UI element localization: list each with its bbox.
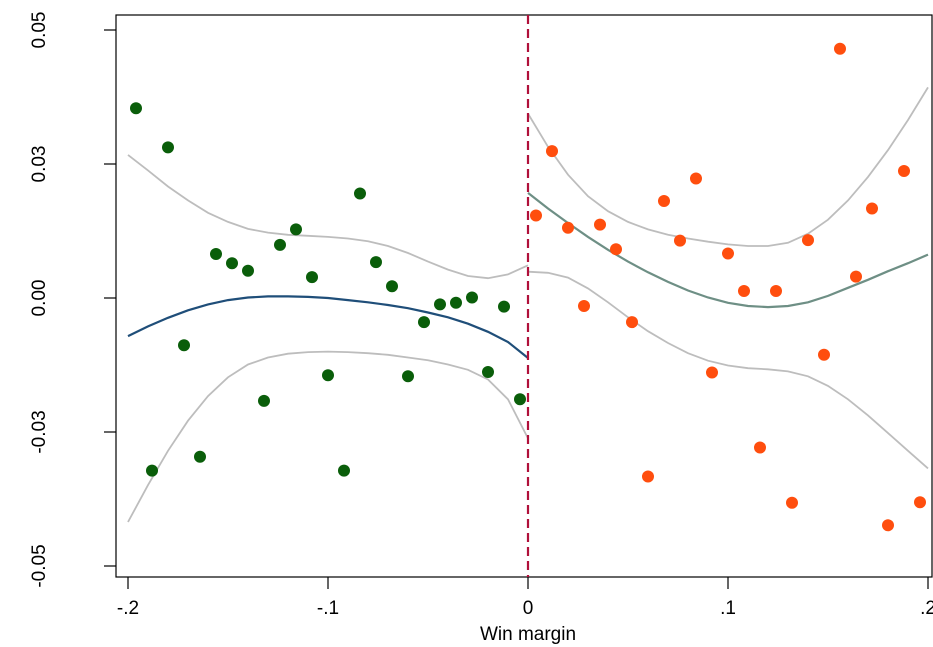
right-point bbox=[578, 300, 590, 312]
left-point bbox=[258, 394, 270, 407]
right-point bbox=[722, 247, 734, 260]
right-point bbox=[594, 218, 606, 231]
right-point bbox=[802, 234, 814, 247]
right-point bbox=[898, 165, 910, 177]
left-point bbox=[146, 464, 158, 477]
left-point bbox=[434, 298, 446, 311]
confidence-band-line bbox=[527, 270, 929, 470]
y-axis: -0.05 -0.03 0.00 0.03 0.05 bbox=[29, 12, 116, 588]
right-point bbox=[546, 145, 558, 158]
right-point bbox=[674, 234, 686, 247]
y-tick-label: 0.05 bbox=[29, 12, 50, 49]
right-point bbox=[530, 209, 542, 222]
x-axis: -.2 -.1 0 .1 .2 bbox=[117, 577, 933, 619]
right-point bbox=[866, 202, 878, 215]
left-point bbox=[178, 339, 190, 352]
y-tick-label: 0.00 bbox=[29, 280, 50, 317]
fit-line bbox=[127, 295, 529, 359]
left-point bbox=[514, 393, 526, 406]
y-tick-label: 0.03 bbox=[29, 146, 50, 183]
right-point bbox=[706, 366, 718, 379]
left-point bbox=[482, 366, 494, 378]
x-tick-label: .2 bbox=[920, 598, 933, 619]
right-point bbox=[658, 195, 670, 207]
right-point bbox=[738, 285, 750, 297]
right-point bbox=[786, 496, 798, 509]
left-point bbox=[306, 271, 318, 284]
right-point bbox=[642, 470, 654, 483]
left-point bbox=[354, 187, 366, 200]
left-point bbox=[402, 370, 414, 383]
left-point bbox=[386, 280, 398, 293]
fit-line bbox=[527, 192, 929, 309]
left-point bbox=[322, 369, 334, 382]
x-axis-title: Win margin bbox=[480, 624, 576, 645]
left-point bbox=[450, 296, 462, 309]
right-point bbox=[626, 316, 638, 329]
left-point bbox=[194, 450, 206, 463]
right-point bbox=[834, 42, 846, 55]
left-point bbox=[498, 300, 510, 313]
left-point bbox=[226, 257, 238, 270]
right-point bbox=[610, 243, 622, 256]
confidence-band-line bbox=[127, 350, 529, 523]
left-point bbox=[290, 223, 302, 236]
points-layer bbox=[130, 42, 926, 532]
left-point bbox=[242, 264, 254, 277]
x-tick-label: 0 bbox=[523, 598, 534, 619]
right-point bbox=[690, 172, 702, 185]
left-point bbox=[210, 248, 222, 260]
right-point bbox=[818, 348, 830, 361]
left-point bbox=[274, 238, 286, 251]
confidence-band-line bbox=[127, 154, 529, 280]
plot-frame bbox=[115, 14, 933, 578]
right-point bbox=[754, 441, 766, 454]
right-point bbox=[914, 496, 926, 509]
y-tick-label: -0.05 bbox=[29, 544, 50, 587]
right-point bbox=[770, 285, 782, 297]
left-point bbox=[466, 291, 478, 304]
x-tick-label: .1 bbox=[720, 598, 736, 619]
right-point bbox=[562, 221, 574, 234]
right-point bbox=[850, 270, 862, 283]
lines-layer bbox=[127, 86, 929, 523]
left-point bbox=[370, 256, 382, 269]
left-point bbox=[162, 141, 174, 154]
confidence-band-line bbox=[527, 86, 929, 247]
left-point bbox=[338, 464, 350, 477]
y-tick-label: -0.03 bbox=[29, 410, 50, 453]
x-tick-label: -.2 bbox=[117, 598, 139, 619]
left-point bbox=[418, 316, 430, 329]
x-tick-label: -.1 bbox=[317, 598, 339, 619]
left-point bbox=[130, 102, 142, 115]
right-point bbox=[882, 519, 894, 532]
